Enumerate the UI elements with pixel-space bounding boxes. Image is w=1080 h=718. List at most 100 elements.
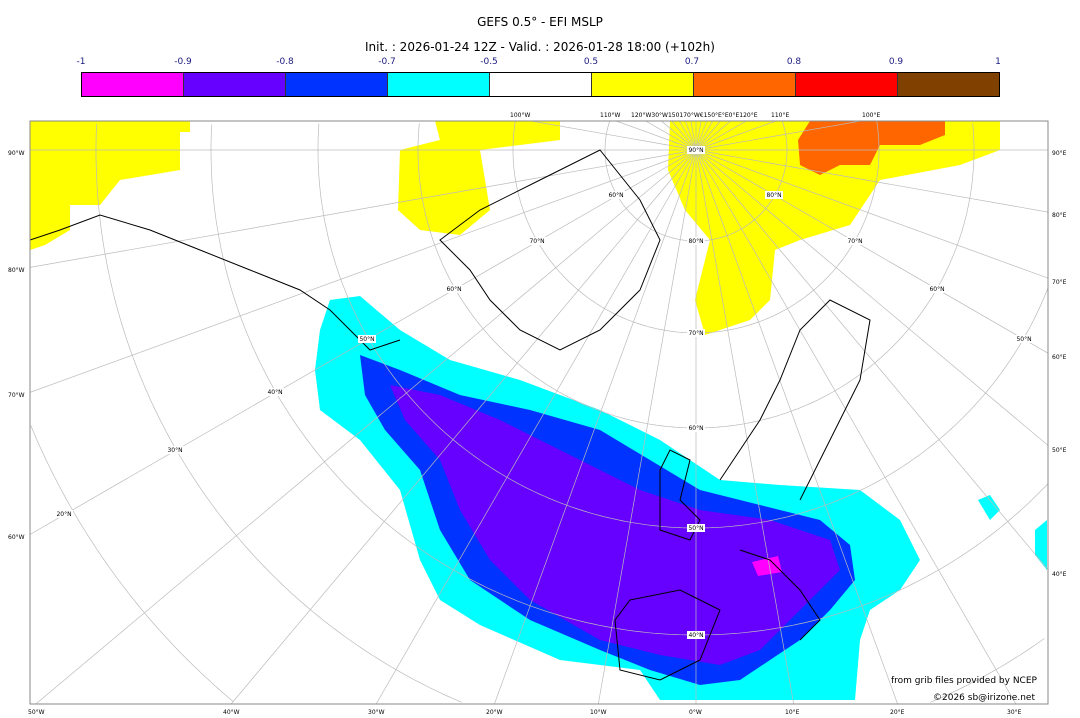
meridian-line: [695, 149, 1048, 570]
colorbar-tick: 0.5: [583, 57, 599, 67]
meridian-line: [230, 149, 697, 704]
colorbar-swatch: [796, 73, 898, 96]
purple-region: [390, 385, 840, 665]
meridian-line: [695, 121, 702, 151]
axis-label-bottom: 40°W: [223, 709, 240, 716]
meridian-line: [695, 149, 898, 704]
meridian-line: [695, 149, 1048, 213]
latitude-line: [417, 123, 696, 429]
axis-label-bottom: 20°W: [486, 709, 503, 716]
latitude-label-bg: [687, 524, 705, 532]
axis-label-right: 60°E: [1052, 354, 1067, 361]
latitude-line: [95, 123, 462, 703]
meridian-line: [30, 149, 697, 393]
axis-label-right: 80°E: [1052, 212, 1067, 219]
meridian-line: [695, 149, 1048, 279]
map-title: GEFS 0.5° - EFI MSLP: [477, 15, 603, 29]
axis-label-top: 100°W: [510, 112, 530, 119]
latitude-line: [696, 483, 1048, 636]
map-subtitle: Init. : 2026-01-24 12Z - Valid. : 2026-0…: [365, 40, 715, 54]
colorbar-tick: 1: [995, 57, 1001, 67]
latitude-line: [512, 121, 696, 334]
latitude-line: [317, 123, 696, 529]
colorbar-swatch: [286, 73, 388, 96]
axis-label-right: 70°E: [1052, 279, 1067, 286]
meridian-line: [695, 149, 1048, 354]
source-credit: from grib files provided by NCEP: [891, 676, 1037, 686]
axis-label-right: 90°E: [1052, 150, 1067, 157]
latitude-label: 80°N: [766, 192, 781, 199]
meridian-line: [695, 121, 776, 151]
colorbar-tick: -0.9: [174, 57, 192, 67]
colorbar-tick: -0.7: [378, 57, 396, 67]
latitude-label: 50°N: [1016, 336, 1031, 343]
latitude-line: [696, 121, 880, 334]
meridian-line: [695, 121, 721, 151]
latitude-label: 90°N: [688, 147, 703, 154]
axis-label-top: 120°W30°W150170°W€150°E°E0°E120°E: [631, 112, 758, 119]
axis-label-bottom: 50°W: [28, 709, 45, 716]
latitude-label: 60°N: [929, 286, 944, 293]
colorbar-tick: 0.7: [684, 57, 700, 67]
graticule: [30, 121, 1048, 704]
latitude-label-bg: [765, 191, 783, 199]
meridian-line: [695, 121, 861, 151]
latitude-label: 70°N: [529, 238, 544, 245]
meridian-line: [531, 121, 697, 151]
colorbar-tick: -1: [76, 57, 86, 67]
latitude-label-bg: [607, 191, 625, 199]
copyright: ©2026 sb@irizone.net: [933, 693, 1035, 703]
latitude-label-bg: [687, 146, 705, 154]
axis-label-bottom: 30°E: [1007, 709, 1022, 716]
map-frame: [29, 120, 1049, 705]
meridian-line: [616, 121, 697, 151]
latitude-line: [696, 288, 1048, 529]
latitude-label: 20°N: [56, 511, 71, 518]
axis-label-left: 70°W: [8, 392, 25, 399]
meridian-line: [645, 121, 697, 151]
meridian-line: [661, 121, 697, 151]
axis-label-bottom: 30°W: [368, 709, 385, 716]
latitude-label-bg: [687, 329, 705, 337]
magenta-region: [752, 556, 782, 576]
latitude-label: 40°N: [267, 389, 282, 396]
latitude-label-bg: [687, 237, 705, 245]
latitude-label: 80°N: [688, 238, 703, 245]
axis-label-left: 80°W: [8, 267, 25, 274]
colorbar-tick: 0.9: [888, 57, 904, 67]
colorbar-tick: -0.5: [480, 57, 498, 67]
colorbar-swatch: [388, 73, 490, 96]
latitude-label: 60°N: [688, 425, 703, 432]
cyan-region: [978, 495, 1047, 570]
colorbar: [81, 72, 1000, 97]
latitude-label-bg: [445, 285, 463, 293]
latitude-label: 30°N: [167, 447, 182, 454]
latitude-label: 70°N: [847, 238, 862, 245]
meridian-line: [695, 121, 707, 151]
latitude-line: [696, 123, 975, 429]
meridian-line: [695, 121, 747, 151]
meridian-line: [685, 121, 697, 151]
colorbar-swatch: [592, 73, 694, 96]
coastlines: [30, 149, 871, 681]
meridian-line: [695, 121, 731, 151]
colorbar-swatch: [82, 73, 184, 96]
latitude-label-bg: [266, 388, 284, 396]
axis-label-bottom: 10°E: [785, 709, 800, 716]
latitude-label-bg: [928, 285, 946, 293]
latitude-label: 50°N: [359, 336, 374, 343]
colorbar-tick: 0.8: [786, 57, 802, 67]
axis-label-top: 110°E: [771, 112, 789, 119]
colorbar-tick: -0.8: [276, 57, 294, 67]
meridian-line: [494, 149, 697, 704]
meridian-line: [690, 121, 697, 151]
yellow-region: [30, 121, 190, 250]
colorbar-swatch: [694, 73, 796, 96]
yellow-region: [398, 121, 560, 235]
meridian-line: [375, 149, 697, 704]
meridian-line: [30, 149, 697, 268]
latitude-label-bg: [166, 446, 184, 454]
axis-label-bottom: 10°W: [590, 709, 607, 716]
meridian-line: [695, 149, 795, 704]
latitude-label: 60°N: [608, 192, 623, 199]
